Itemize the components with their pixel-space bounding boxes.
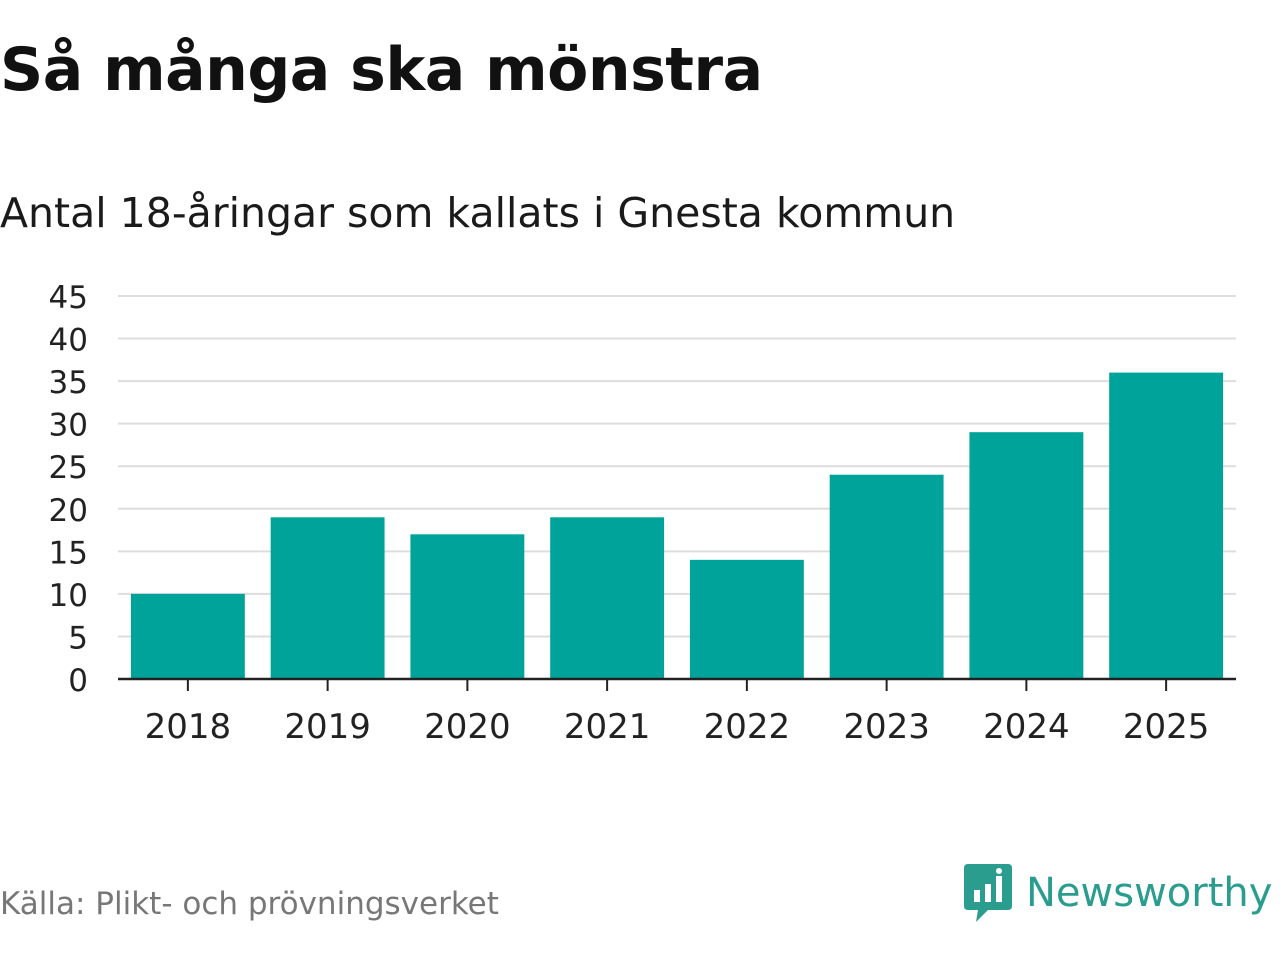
bar-2024	[969, 432, 1084, 679]
bar-2023	[829, 474, 944, 679]
y-tick-label: 20	[49, 493, 88, 529]
x-tick-label: 2020	[424, 707, 511, 747]
brand-logo: Newsworthy	[962, 862, 1272, 924]
y-tick-label: 40	[49, 323, 88, 359]
x-axis-ticks: 2018 2019 2020 2021 2022 2023 2024 2025	[145, 679, 1210, 747]
x-tick-label: 2021	[564, 707, 651, 747]
bar-2018	[130, 593, 245, 679]
bar-2021	[550, 517, 665, 679]
y-axis-ticks: 0 5 10 15 20 25 30 35 40 45	[49, 280, 88, 699]
bar-2019	[270, 517, 385, 679]
bar-2022	[689, 559, 804, 679]
source-note: Källa: Plikt- och prövningsverket	[0, 886, 499, 922]
x-tick-label: 2023	[843, 707, 930, 747]
x-tick-label: 2019	[284, 707, 371, 747]
y-tick-label: 25	[49, 450, 88, 486]
y-tick-label: 0	[68, 663, 88, 699]
x-tick-label: 2022	[704, 707, 791, 747]
y-tick-label: 35	[49, 365, 88, 401]
chart-subtitle: Antal 18-åringar som kallats i Gnesta ko…	[0, 189, 956, 237]
y-tick-label: 45	[49, 280, 88, 316]
chart-title: Så många ska mönstra	[0, 35, 763, 105]
bars	[130, 372, 1224, 679]
y-tick-label: 5	[68, 620, 88, 656]
bar-2025	[1109, 372, 1224, 679]
brand-name: Newsworthy	[1026, 870, 1273, 916]
y-tick-label: 10	[49, 578, 88, 614]
x-tick-label: 2024	[983, 707, 1070, 747]
x-tick-label: 2025	[1123, 707, 1210, 747]
bar-2020	[410, 534, 525, 679]
y-tick-label: 30	[49, 408, 88, 444]
newsworthy-logo-icon	[964, 864, 1012, 922]
x-tick-label: 2018	[145, 707, 232, 747]
y-tick-label: 15	[49, 535, 88, 571]
